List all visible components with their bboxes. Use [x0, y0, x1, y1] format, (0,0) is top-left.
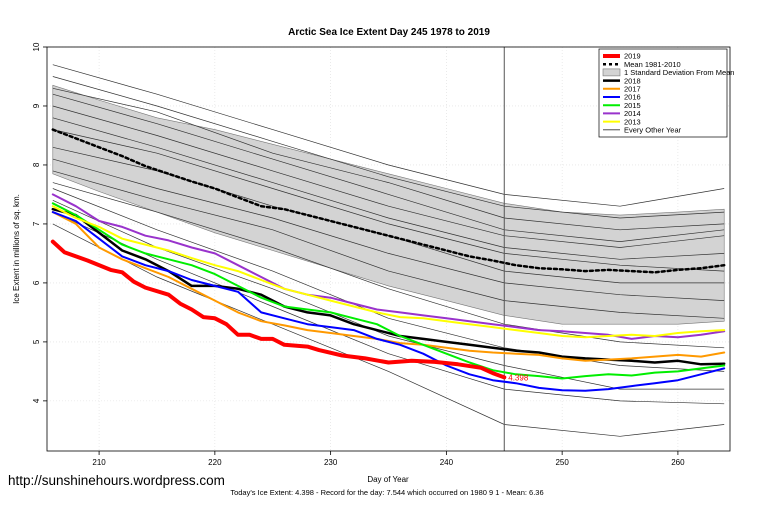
series-line-mean-1981-2010 — [51, 128, 726, 274]
series-lines — [50, 128, 726, 392]
x-axis: 210 220 230 240 250 260 — [92, 451, 685, 467]
legend-label: 2013 — [624, 117, 641, 126]
series-line-2019 — [50, 239, 507, 380]
every-other-year-line — [52, 105, 725, 248]
series-line-2016 — [51, 211, 726, 392]
x-tick-label: 220 — [208, 458, 222, 467]
legend-label: 1 Standard Deviation From Mean — [624, 68, 734, 77]
x-tick-label: 240 — [440, 458, 454, 467]
every-other-year-line — [52, 76, 725, 219]
std-band-area — [52, 84, 725, 325]
y-axis-label: Ice Extent in millions of sq. km. — [12, 194, 21, 304]
x-tick-label: 210 — [92, 458, 106, 467]
chart-title: Arctic Sea Ice Extent Day 245 1978 to 20… — [288, 27, 490, 38]
legend-label: 2016 — [624, 93, 641, 102]
legend-label: Every Other Year — [624, 126, 682, 135]
every-other-year-line — [52, 182, 725, 349]
y-tick-label: 10 — [32, 42, 41, 51]
every-other-year-line — [52, 223, 725, 437]
legend-label: 2014 — [624, 109, 641, 118]
x-tick-label: 250 — [555, 458, 569, 467]
every-other-year-line — [52, 64, 725, 207]
y-tick-label: 9 — [32, 103, 41, 108]
legend-label: Mean 1981-2010 — [624, 60, 681, 69]
y-tick-label: 4 — [32, 398, 41, 403]
current-value-label: 4.398 — [508, 373, 529, 382]
legend-label: 2018 — [624, 76, 641, 85]
x-tick-label: 230 — [324, 458, 338, 467]
legend-label: 2019 — [624, 52, 641, 61]
every-other-year-line — [52, 93, 725, 242]
series-line-2015 — [51, 202, 726, 380]
every-other-year-line — [52, 158, 725, 301]
every-other-year-line — [52, 211, 725, 405]
watermark-url: http://sunshinehours.wordpress.com — [8, 473, 225, 488]
y-tick-label: 5 — [32, 339, 41, 344]
y-tick-label: 8 — [32, 162, 41, 167]
series-line-2013 — [51, 205, 726, 339]
y-axis: 4 5 6 7 8 9 10 — [32, 42, 47, 403]
y-tick-label: 6 — [32, 280, 41, 285]
legend-label: 2015 — [624, 101, 641, 110]
every-other-year-line — [52, 188, 725, 372]
every-other-year-line — [52, 170, 725, 319]
x-tick-label: 260 — [671, 458, 685, 467]
x-axis-label: Day of Year — [367, 475, 409, 484]
footer-stats: Today's Ice Extent: 4.398 - Record for t… — [230, 488, 543, 497]
legend-box — [598, 48, 728, 138]
every-other-year-line — [52, 87, 725, 231]
plot-frame — [46, 46, 731, 452]
legend-label: 2017 — [624, 85, 641, 94]
legend-swatch — [602, 68, 621, 77]
std-band — [52, 84, 725, 325]
y-tick-label: 7 — [32, 221, 41, 226]
every-other-year-line — [52, 117, 725, 260]
every-other-year-line — [52, 129, 725, 272]
